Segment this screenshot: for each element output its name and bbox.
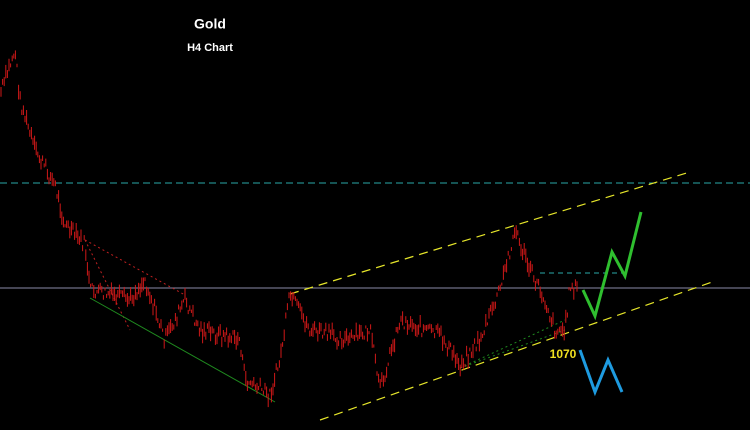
trend-line (89, 297, 276, 403)
trend-line (459, 319, 566, 369)
trend-line (84, 239, 186, 296)
chart-title: Gold (194, 16, 226, 32)
trend-line (84, 239, 131, 331)
annotation: 1070 (550, 347, 577, 361)
bullish-projection (581, 211, 643, 321)
chart-subtitle: H4 Chart (187, 42, 233, 54)
channel-lower (319, 281, 713, 421)
bearish-projection (578, 349, 624, 397)
trend-line (459, 329, 566, 369)
price-bars (0, 50, 578, 408)
channel-upper (289, 171, 691, 295)
